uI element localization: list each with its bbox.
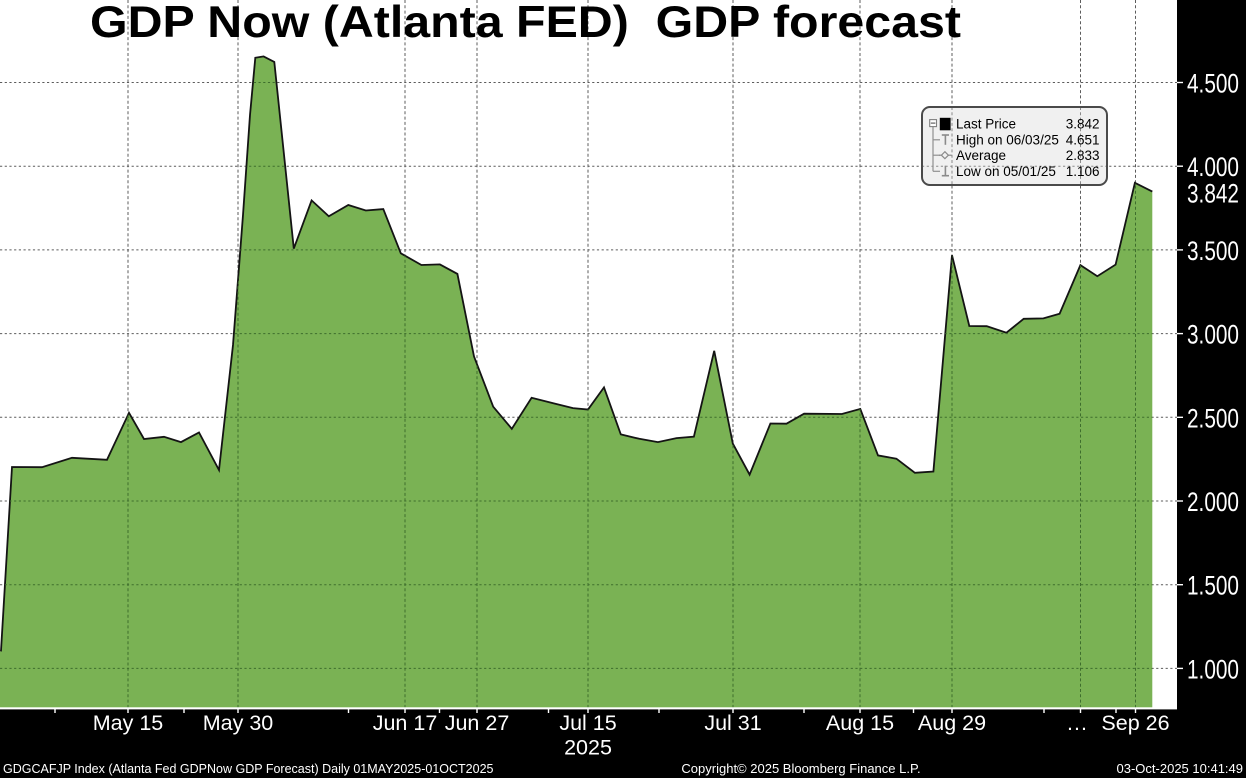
svg-text:03-Oct-2025 10:41:49: 03-Oct-2025 10:41:49 [1117, 761, 1243, 776]
svg-text:2025: 2025 [564, 736, 612, 760]
svg-text:High on 06/03/25: High on 06/03/25 [956, 133, 1059, 148]
svg-text:Last Price: Last Price [956, 117, 1016, 132]
svg-text:2.500: 2.500 [1187, 403, 1239, 433]
svg-text:Jul 15: Jul 15 [559, 711, 616, 735]
svg-text:Average: Average [956, 148, 1006, 163]
svg-text:Aug 15: Aug 15 [826, 711, 894, 735]
svg-text:3.842: 3.842 [1066, 117, 1100, 132]
svg-text:Copyright© 2025 Bloomberg Fina: Copyright© 2025 Bloomberg Finance L.P. [681, 761, 920, 776]
svg-text:3.842: 3.842 [1187, 179, 1239, 209]
svg-text:3.000: 3.000 [1187, 320, 1239, 350]
svg-text:Jun 17: Jun 17 [373, 711, 438, 735]
svg-text:Sep 26: Sep 26 [1101, 711, 1169, 735]
svg-text:1.106: 1.106 [1066, 164, 1100, 179]
svg-text:Jun 27: Jun 27 [445, 711, 510, 735]
svg-text:1.000: 1.000 [1187, 654, 1239, 684]
svg-text:4.000: 4.000 [1187, 152, 1239, 182]
svg-text:May 30: May 30 [203, 711, 274, 735]
svg-text:Low on 05/01/25: Low on 05/01/25 [956, 164, 1056, 179]
svg-text:2.000: 2.000 [1187, 487, 1239, 517]
svg-text:2.833: 2.833 [1066, 148, 1100, 163]
svg-text:...: ... [1067, 711, 1088, 735]
svg-text:4.500: 4.500 [1187, 69, 1239, 99]
svg-text:GDGCAFJP Index (Atlanta Fed GD: GDGCAFJP Index (Atlanta Fed GDPNow GDP F… [3, 762, 494, 776]
svg-text:3.500: 3.500 [1187, 236, 1239, 266]
svg-text:Aug 29: Aug 29 [918, 711, 986, 735]
svg-text:4.651: 4.651 [1066, 133, 1100, 148]
svg-text:GDP Now (Atlanta FED) GDP for: GDP Now (Atlanta FED) GDP forecast [90, 0, 961, 47]
svg-text:May 15: May 15 [93, 711, 164, 735]
svg-text:1.500: 1.500 [1187, 571, 1239, 601]
svg-text:Jul 31: Jul 31 [704, 711, 761, 735]
